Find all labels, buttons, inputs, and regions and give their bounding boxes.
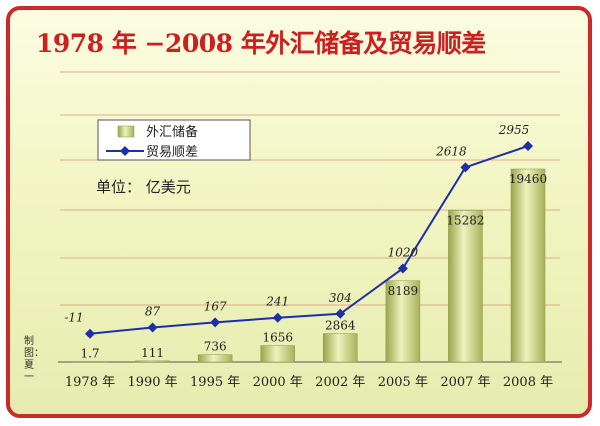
legend-line-marker bbox=[120, 146, 130, 156]
legend-item-bar: 外汇储备 bbox=[146, 124, 198, 140]
line-marker bbox=[210, 317, 221, 328]
line-value-label: 1020 bbox=[388, 245, 419, 259]
line-series-path bbox=[89, 145, 529, 335]
bar bbox=[448, 210, 483, 363]
line-marker bbox=[397, 263, 408, 274]
line-marker bbox=[272, 312, 283, 323]
bar-value-label: 8189 bbox=[388, 284, 419, 298]
line-marker bbox=[523, 141, 533, 151]
unit-label: 单位： 亿美元 bbox=[96, 178, 191, 196]
x-tick-label: 1978 年 bbox=[65, 375, 115, 390]
line-value-label: 304 bbox=[329, 291, 352, 305]
chart-credit: 制图：夏一 bbox=[24, 336, 44, 383]
bar-value-label: 1.7 bbox=[80, 347, 99, 361]
bar bbox=[510, 168, 546, 363]
bar-value-label: 15282 bbox=[446, 213, 484, 227]
x-tick-label: 2008 年 bbox=[503, 375, 553, 390]
bar bbox=[323, 333, 358, 363]
bar-value-label: 1656 bbox=[262, 331, 293, 345]
bar bbox=[197, 354, 233, 363]
line-value-label: -11 bbox=[64, 311, 83, 325]
line-value-label: 2955 bbox=[498, 123, 530, 137]
bar bbox=[135, 360, 170, 363]
x-tick-label: 1995 年 bbox=[190, 375, 240, 390]
bar bbox=[385, 280, 421, 363]
x-tick-label: 2007 年 bbox=[440, 375, 490, 390]
line-marker bbox=[85, 328, 95, 339]
bar bbox=[260, 345, 295, 363]
x-tick-label: 2005 年 bbox=[378, 375, 428, 390]
line-value-label: 2618 bbox=[435, 144, 467, 158]
bar bbox=[72, 361, 108, 363]
chart-legend: 外汇储备 贸易顺差 bbox=[97, 119, 251, 161]
chart-frame bbox=[6, 6, 592, 418]
legend-bar-swatch bbox=[117, 125, 135, 138]
line-value-label: 241 bbox=[265, 295, 289, 309]
x-tick-label: 1990 年 bbox=[127, 375, 177, 390]
x-tick-label: 2002 年 bbox=[315, 375, 365, 390]
line-marker bbox=[335, 308, 346, 319]
legend-item-line: 贸易顺差 bbox=[146, 145, 198, 160]
bar-value-label: 736 bbox=[204, 340, 227, 354]
bar-value-label: 2864 bbox=[325, 319, 356, 333]
line-marker bbox=[460, 162, 471, 173]
bar-value-label: 19460 bbox=[509, 172, 547, 186]
line-value-label: 87 bbox=[145, 304, 161, 318]
bar-value-label: 111 bbox=[141, 346, 164, 360]
line-marker bbox=[147, 322, 158, 333]
x-tick-label: 2000 年 bbox=[253, 375, 303, 390]
chart-title: 1978 年 −2008 年外汇储备及贸易顺差 bbox=[36, 29, 486, 58]
line-value-label: 167 bbox=[204, 299, 227, 313]
